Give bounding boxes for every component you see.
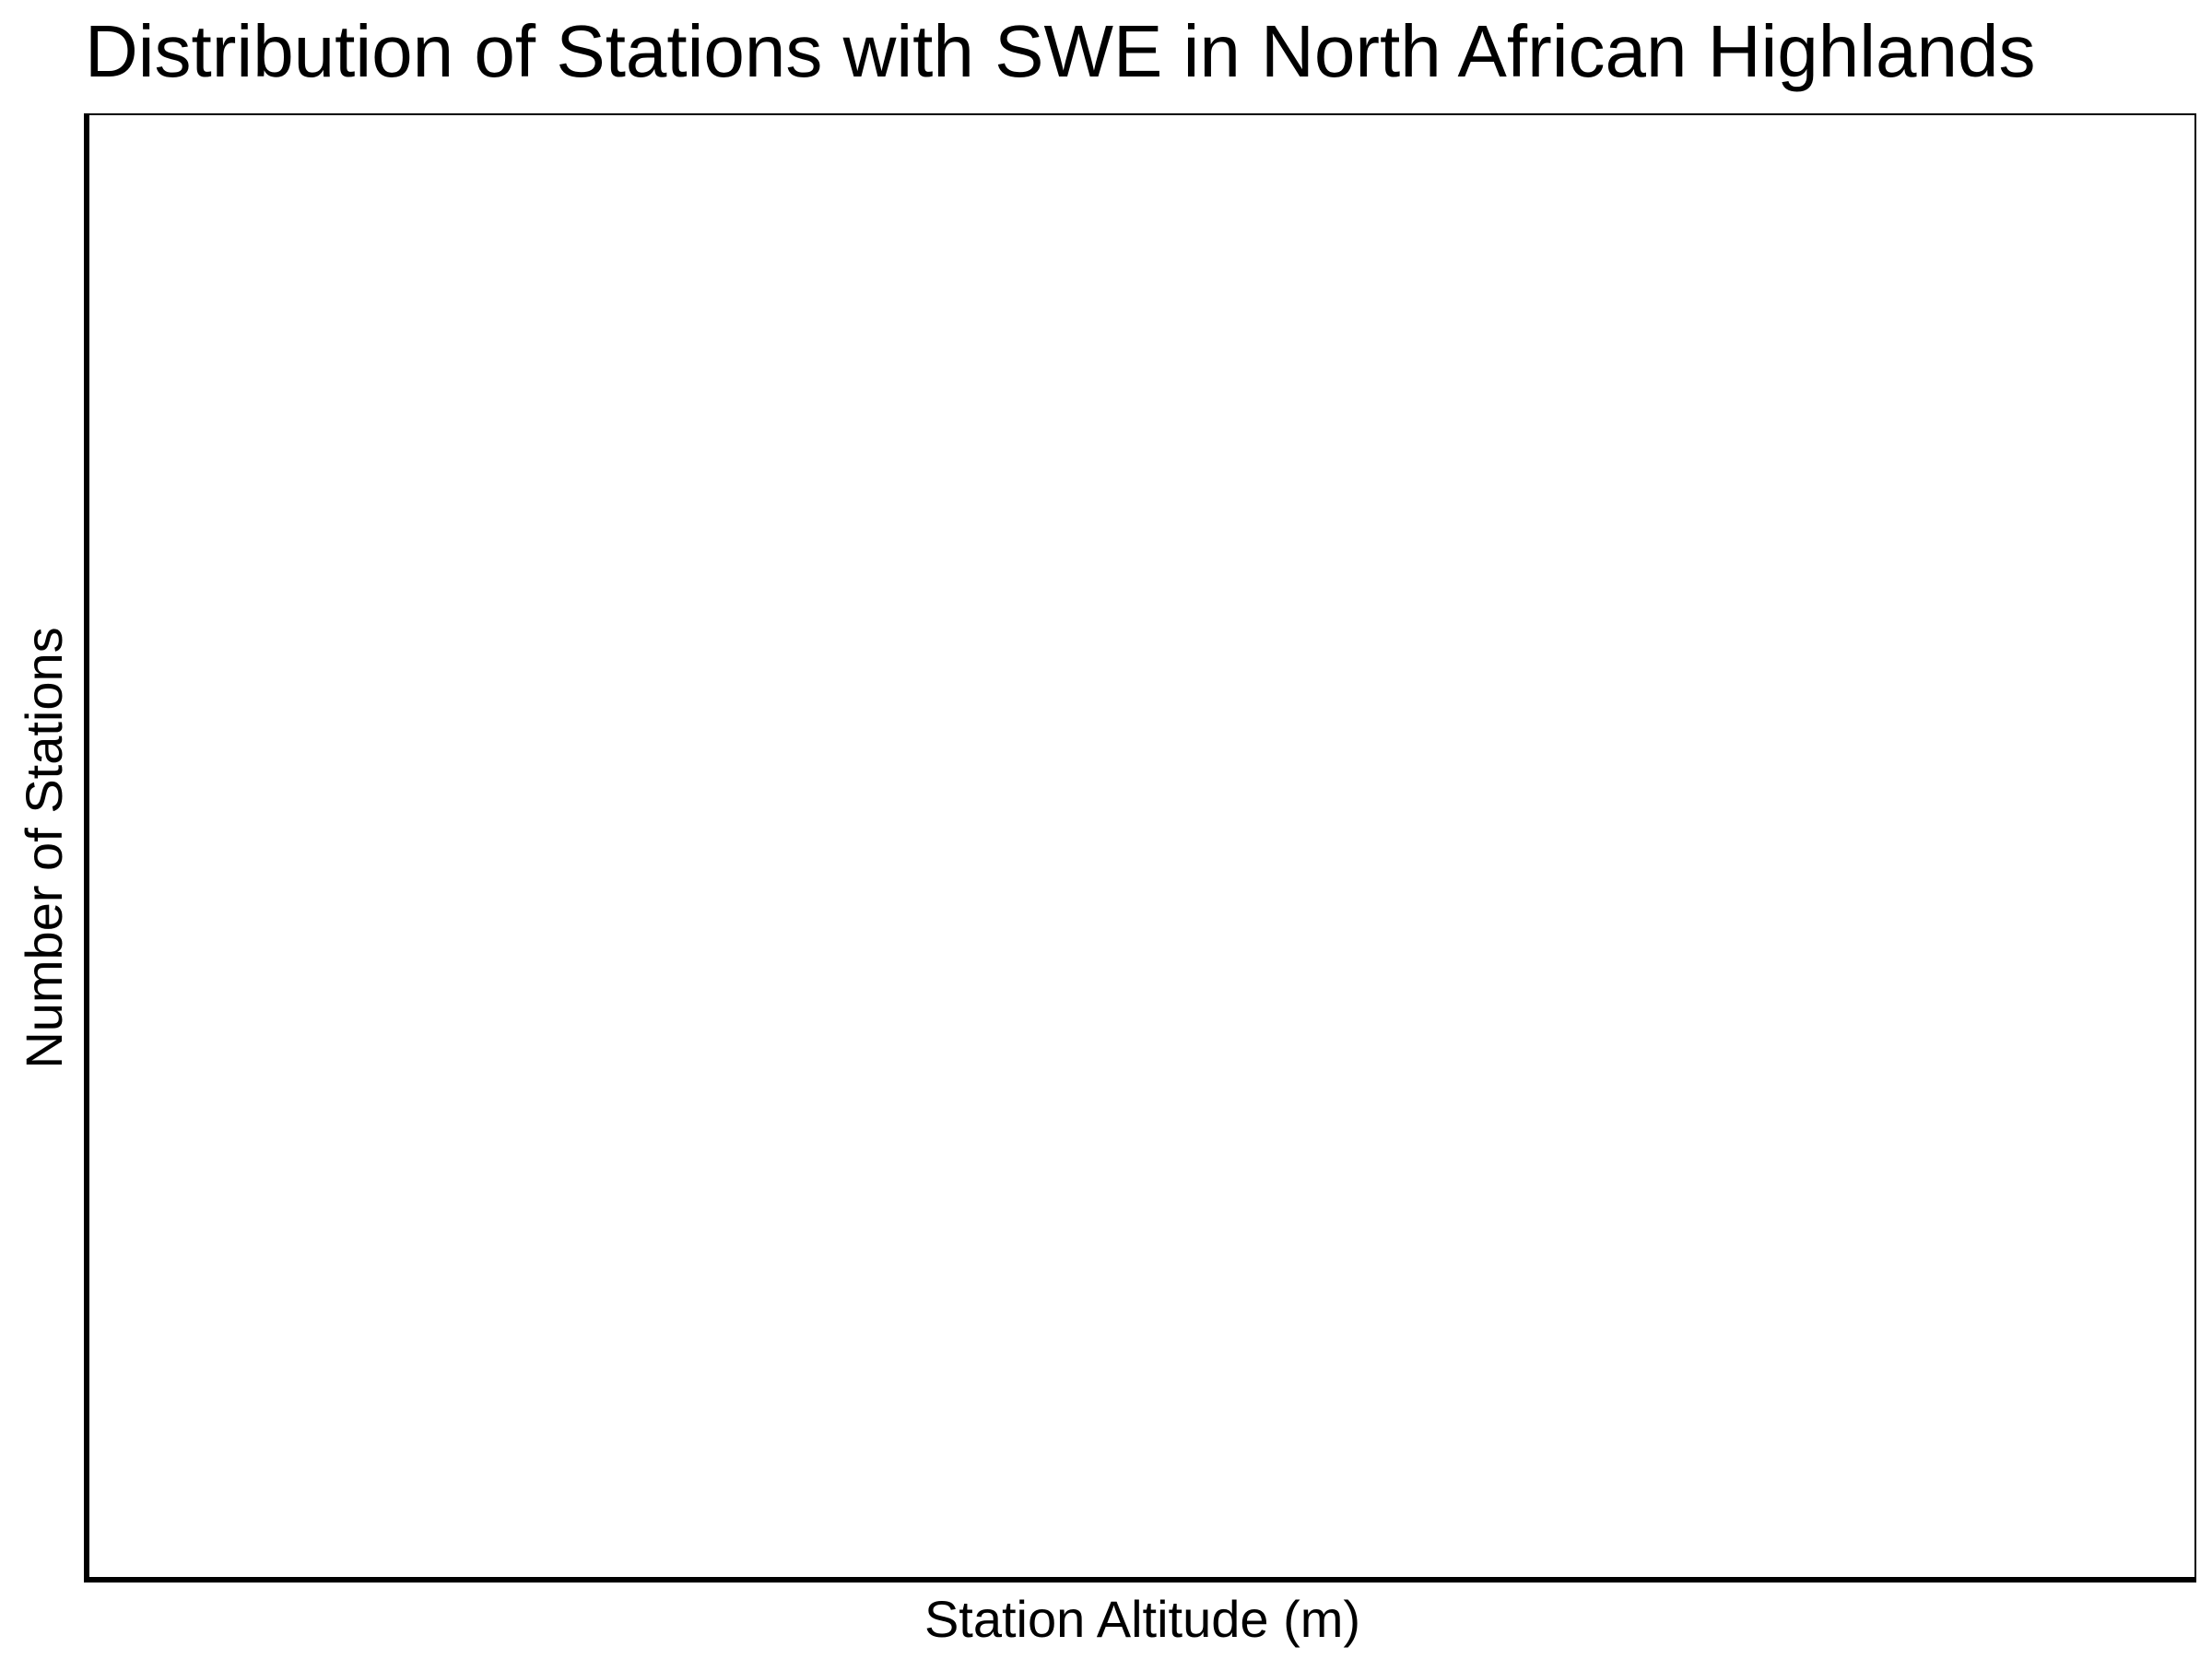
x-axis-label: Station Altitude (m) xyxy=(924,1590,1361,1648)
y-axis-label: Number of Stations xyxy=(15,627,73,1069)
plot-area xyxy=(84,113,2196,1583)
chart-title: Distribution of Stations with SWE in Nor… xyxy=(85,10,2036,92)
